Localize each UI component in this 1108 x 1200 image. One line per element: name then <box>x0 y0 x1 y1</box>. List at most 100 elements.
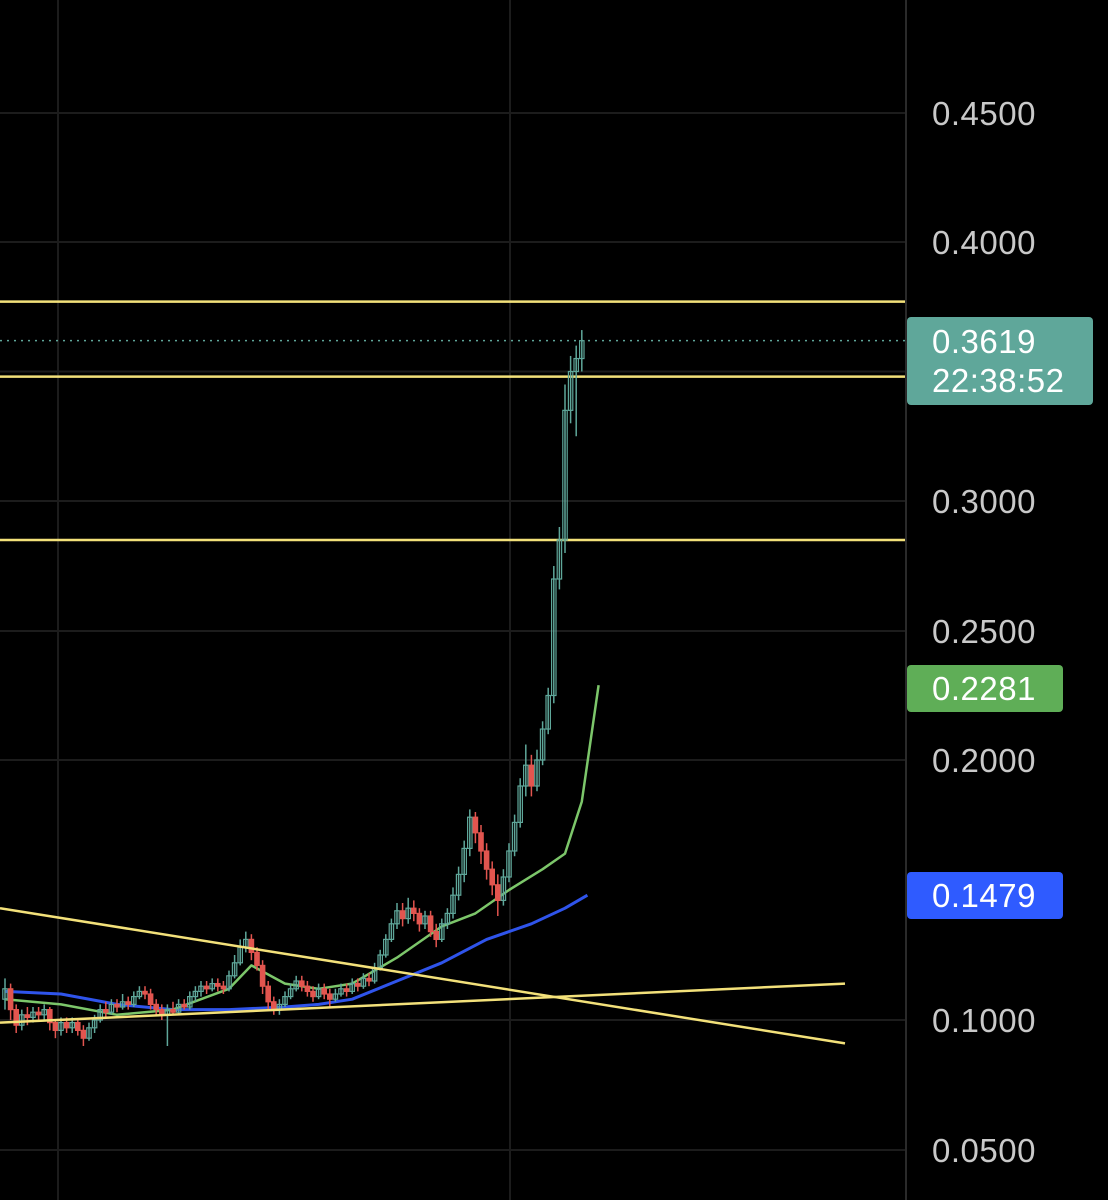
candle <box>506 843 512 883</box>
candle <box>282 991 288 1007</box>
candle-body <box>455 873 462 896</box>
candle-body <box>136 990 143 998</box>
candle-body <box>315 988 322 998</box>
candle-body <box>349 982 356 992</box>
candles <box>2 330 585 1046</box>
candle <box>455 866 462 901</box>
price-axis-label: 0.0500 <box>932 1132 1036 1169</box>
candle-body <box>327 993 333 1000</box>
candle-body <box>287 988 294 998</box>
candle <box>114 999 120 1013</box>
candle <box>119 994 126 1010</box>
candle-body <box>35 1011 42 1016</box>
candle-body <box>125 1001 132 1005</box>
candle-body <box>450 894 456 915</box>
candle-body <box>550 578 557 697</box>
candle-body <box>97 1008 104 1021</box>
candle <box>287 983 294 1000</box>
ma-fast-value: 0.2281 <box>932 670 1036 707</box>
candle-body <box>562 409 568 541</box>
candle <box>394 903 400 929</box>
candle-body <box>394 910 400 925</box>
candle-body <box>461 847 468 876</box>
ma-slow-value: 0.1479 <box>932 877 1036 914</box>
candle <box>209 978 216 992</box>
candle <box>545 687 552 735</box>
candle-body <box>19 1014 25 1026</box>
candle-body <box>539 728 546 761</box>
candle <box>97 1004 104 1023</box>
candle <box>231 955 238 979</box>
candle-body <box>114 1003 120 1008</box>
price-axis[interactable]: 0.4500 0.4000 0.3000 0.2500 0.2000 0.1000 0.05… <box>932 95 1036 1169</box>
candle <box>444 908 451 929</box>
trendline <box>0 906 846 1045</box>
candle-body <box>422 915 428 925</box>
candle <box>254 947 260 971</box>
candle <box>7 983 14 1020</box>
candle <box>41 1004 48 1020</box>
candle <box>338 983 344 997</box>
candle-body <box>478 832 484 852</box>
candle <box>528 754 535 797</box>
candle <box>265 981 272 1010</box>
candle-body <box>271 1001 277 1011</box>
candle <box>192 986 199 1002</box>
candle-body <box>192 990 199 998</box>
candle-body <box>556 539 563 580</box>
candle-body <box>259 964 266 987</box>
candle <box>2 978 8 1010</box>
candle-body <box>175 1003 182 1013</box>
candle-body <box>332 993 339 1000</box>
candle <box>422 910 428 929</box>
candle <box>80 1025 87 1046</box>
candle <box>315 983 322 1000</box>
candle <box>467 809 473 857</box>
candle-body <box>522 764 529 787</box>
price-axis-label: 0.4500 <box>932 95 1036 132</box>
candle <box>175 999 182 1015</box>
ma-fast-tag: 0.2281 <box>907 665 1063 712</box>
candle <box>170 1001 176 1015</box>
candle-body <box>489 868 496 886</box>
candle <box>198 981 204 997</box>
candle-body <box>573 357 580 373</box>
candle-body <box>439 923 445 940</box>
candle <box>355 978 361 992</box>
candle-body <box>119 1001 126 1008</box>
candle-body <box>472 816 479 834</box>
ma-slow-tag: 0.1479 <box>907 872 1063 919</box>
candle-body <box>102 1008 109 1013</box>
candle <box>147 988 154 1010</box>
candle <box>259 960 266 994</box>
candle <box>500 869 507 906</box>
candle-body <box>299 980 305 987</box>
candle-body <box>220 985 227 990</box>
candle <box>332 988 339 1002</box>
candle-body <box>321 988 328 995</box>
candle <box>489 861 496 896</box>
candle <box>86 1022 92 1041</box>
candle-body <box>467 816 473 850</box>
candle <box>108 999 115 1015</box>
candle <box>539 721 546 766</box>
candle-body <box>383 938 389 956</box>
candle <box>450 887 456 919</box>
candle-body <box>131 995 137 1005</box>
candle <box>226 970 232 992</box>
candle <box>360 973 367 989</box>
candle <box>534 749 540 792</box>
candle <box>573 345 580 437</box>
last-price-value: 0.3619 <box>932 323 1036 360</box>
candle <box>567 355 574 424</box>
candle-body <box>293 980 300 990</box>
candle <box>310 986 316 1002</box>
candle-body <box>170 1008 176 1013</box>
candle-body <box>58 1021 64 1031</box>
candle <box>483 843 490 880</box>
candle-body <box>388 923 395 940</box>
candle-body <box>511 821 518 852</box>
candle <box>427 910 434 937</box>
candle <box>299 975 305 992</box>
